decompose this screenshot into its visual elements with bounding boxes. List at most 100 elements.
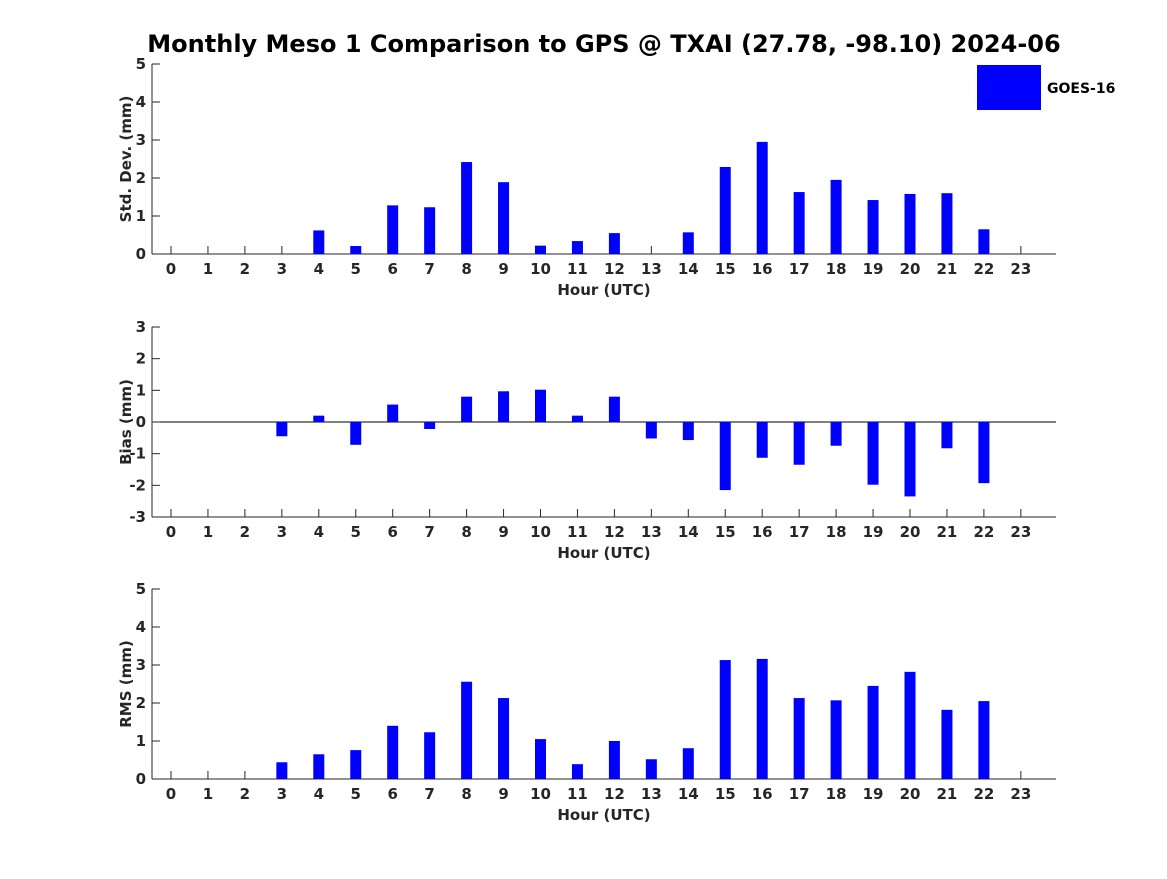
bar-hour-4 bbox=[313, 230, 325, 254]
x-tick-label: 7 bbox=[424, 260, 434, 278]
x-tick-label: 21 bbox=[937, 260, 958, 278]
y-tick-label: 3 bbox=[136, 131, 146, 149]
x-tick-label: 17 bbox=[789, 785, 810, 803]
x-tick-label: 16 bbox=[752, 260, 773, 278]
bar-hour-16 bbox=[756, 658, 768, 779]
bar-hour-6 bbox=[387, 725, 399, 779]
x-tick-label: 20 bbox=[900, 523, 921, 541]
legend: GOES-16 bbox=[977, 65, 1115, 110]
bar-hour-18 bbox=[830, 422, 842, 446]
x-tick-label: 3 bbox=[277, 785, 287, 803]
x-tick-label: 12 bbox=[604, 260, 625, 278]
x-tick-label: 16 bbox=[752, 785, 773, 803]
x-tick-label: 20 bbox=[900, 260, 921, 278]
bar-hour-10 bbox=[535, 245, 546, 254]
bar-hour-12 bbox=[608, 233, 620, 254]
bar-hour-8 bbox=[461, 396, 473, 422]
x-tick-label: 14 bbox=[678, 523, 699, 541]
x-tick-label: 23 bbox=[1010, 523, 1031, 541]
x-tick-label: 22 bbox=[973, 785, 994, 803]
bar-hour-7 bbox=[424, 207, 436, 254]
y-tick-label: 1 bbox=[136, 381, 146, 399]
x-tick-label: 11 bbox=[567, 523, 588, 541]
y-tick-label: -1 bbox=[129, 445, 146, 463]
bar-hour-15 bbox=[719, 166, 731, 254]
x-tick-label: 13 bbox=[641, 523, 662, 541]
bar-hour-10 bbox=[535, 389, 546, 422]
x-tick-label: 18 bbox=[826, 785, 847, 803]
bar-hour-5 bbox=[350, 246, 362, 254]
bar-hour-7 bbox=[424, 422, 436, 429]
bar-hour-22 bbox=[978, 229, 990, 254]
bar-hour-21 bbox=[941, 709, 953, 779]
legend-swatch bbox=[977, 65, 1041, 110]
bar-hour-13 bbox=[645, 422, 657, 439]
bar-hour-12 bbox=[608, 741, 620, 779]
x-tick-label: 17 bbox=[789, 260, 810, 278]
legend-label: GOES-16 bbox=[1047, 81, 1115, 97]
x-tick-label: 11 bbox=[567, 260, 588, 278]
x-tick-label: 21 bbox=[937, 523, 958, 541]
x-tick-label: 3 bbox=[277, 523, 287, 541]
bar-hour-11 bbox=[571, 241, 583, 254]
bar-hour-14 bbox=[682, 422, 694, 441]
bar-hour-9 bbox=[498, 698, 510, 779]
x-tick-label: 5 bbox=[351, 785, 361, 803]
x-tick-label: 22 bbox=[973, 260, 994, 278]
x-tick-label: 5 bbox=[351, 260, 361, 278]
y-tick-label: 1 bbox=[136, 207, 146, 225]
bar-hour-20 bbox=[904, 671, 916, 779]
x-tick-label: 3 bbox=[277, 260, 287, 278]
x-tick-label: 9 bbox=[498, 785, 508, 803]
x-tick-label: 4 bbox=[314, 523, 324, 541]
x-tick-label: 20 bbox=[900, 785, 921, 803]
bar-hour-15 bbox=[719, 660, 731, 779]
x-tick-label: 18 bbox=[826, 523, 847, 541]
x-tick-label: 19 bbox=[863, 260, 884, 278]
y-tick-label: 3 bbox=[136, 656, 146, 674]
bar-hour-5 bbox=[350, 422, 362, 445]
x-tick-label: 6 bbox=[387, 785, 397, 803]
x-axis-label: Hour (UTC) bbox=[557, 281, 650, 299]
bar-hour-11 bbox=[571, 415, 583, 422]
x-tick-label: 13 bbox=[641, 260, 662, 278]
y-tick-label: 0 bbox=[136, 245, 146, 263]
bar-hour-12 bbox=[608, 396, 620, 422]
bar-hour-20 bbox=[904, 193, 916, 254]
x-tick-label: 13 bbox=[641, 785, 662, 803]
x-tick-label: 8 bbox=[461, 523, 471, 541]
x-axis-label: Hour (UTC) bbox=[557, 806, 650, 824]
bar-hour-14 bbox=[682, 748, 694, 779]
bar-hour-17 bbox=[793, 422, 805, 465]
x-tick-label: 5 bbox=[351, 523, 361, 541]
x-tick-label: 7 bbox=[424, 785, 434, 803]
x-tick-label: 2 bbox=[240, 785, 250, 803]
y-axis-label: Bias (mm) bbox=[117, 379, 135, 465]
x-tick-label: 8 bbox=[461, 260, 471, 278]
bar-hour-8 bbox=[461, 162, 473, 254]
x-tick-label: 10 bbox=[530, 260, 551, 278]
bar-hour-19 bbox=[867, 200, 879, 254]
bar-hour-3 bbox=[276, 762, 288, 779]
bar-hour-20 bbox=[904, 422, 916, 497]
x-tick-label: 16 bbox=[752, 523, 773, 541]
x-tick-label: 9 bbox=[498, 523, 508, 541]
x-tick-label: 10 bbox=[530, 785, 551, 803]
y-tick-label: 0 bbox=[136, 770, 146, 788]
y-tick-label: -2 bbox=[129, 476, 146, 494]
x-tick-label: 9 bbox=[498, 260, 508, 278]
y-tick-label: 2 bbox=[136, 169, 146, 187]
bar-hour-16 bbox=[756, 422, 768, 458]
x-tick-label: 15 bbox=[715, 260, 736, 278]
y-tick-label: 0 bbox=[136, 413, 146, 431]
bar-hour-4 bbox=[313, 415, 325, 422]
y-tick-label: 4 bbox=[136, 618, 146, 636]
x-tick-label: 0 bbox=[166, 785, 176, 803]
x-tick-label: 22 bbox=[973, 523, 994, 541]
bar-hour-3 bbox=[276, 422, 288, 437]
bar-hour-7 bbox=[424, 732, 436, 779]
